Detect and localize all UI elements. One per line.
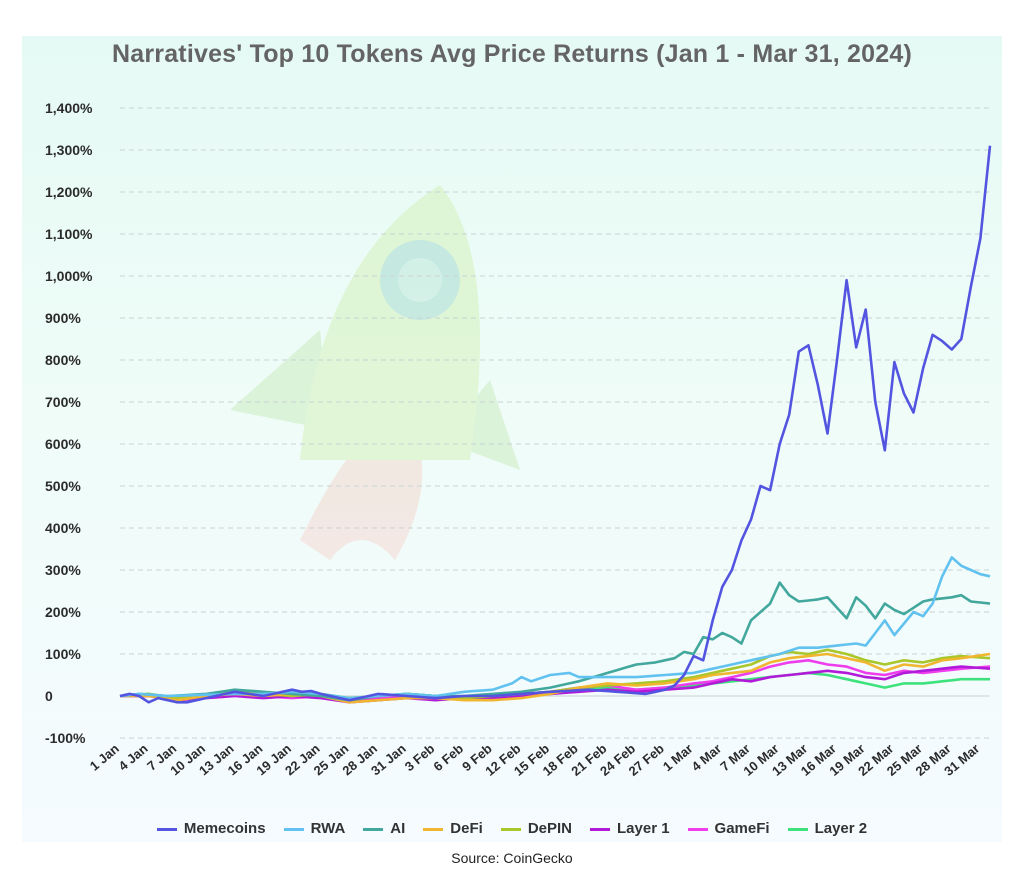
- y-tick-label: 700%: [45, 394, 81, 410]
- legend-swatch: [787, 827, 808, 831]
- y-tick-label: 1,200%: [45, 184, 93, 200]
- legend-label: DeFi: [450, 820, 483, 837]
- x-tick-label: 6 Feb: [430, 741, 466, 774]
- y-tick-label: 600%: [45, 436, 81, 452]
- source-note: Source: CoinGecko: [451, 850, 573, 866]
- series-line-ai: [119, 581, 991, 702]
- legend-item: Memecoins: [156, 820, 266, 837]
- legend-swatch: [363, 827, 384, 831]
- y-tick-label: 1,000%: [45, 268, 93, 284]
- legend-swatch: [423, 827, 444, 831]
- legend-item: RWA: [283, 820, 346, 837]
- legend-label: AI: [390, 820, 406, 837]
- legend-swatch: [500, 827, 521, 831]
- legend-label: Layer 1: [617, 820, 670, 837]
- legend-swatch: [590, 827, 610, 831]
- y-tick-label: 300%: [45, 562, 81, 578]
- legend-swatch: [156, 827, 177, 831]
- y-tick-label: 1,100%: [45, 226, 93, 242]
- legend-label: RWA: [310, 820, 346, 837]
- y-axis-tick-labels: -100% 0 100% 200% 300% 400% 500% 600% 700% 800% 90…: [45, 100, 93, 746]
- y-tick-label: 500%: [45, 478, 81, 494]
- y-tick-label: 800%: [45, 352, 81, 368]
- legend-item: GameFi: [687, 820, 770, 837]
- legend-item: DeFi: [423, 820, 483, 837]
- y-tick-label: 1,400%: [45, 100, 93, 116]
- y-tick-label: 900%: [45, 310, 81, 326]
- x-tick-label: 4 Mar: [689, 741, 725, 774]
- legend-swatch: [283, 827, 304, 831]
- y-tick-label: 0: [45, 688, 53, 704]
- legend-swatch: [687, 827, 708, 831]
- legend-label: DePIN: [527, 820, 572, 837]
- y-tick-label: -100%: [45, 730, 86, 746]
- rocket-watermark: [230, 185, 520, 560]
- x-tick-label: 3 Feb: [402, 741, 438, 774]
- legend-label: Memecoins: [183, 820, 266, 837]
- y-tick-label: 200%: [45, 604, 81, 620]
- legend-item: DePIN: [500, 820, 572, 837]
- grid-lines: [120, 107, 990, 739]
- legend-item: AI: [363, 820, 405, 837]
- legend-label: GameFi: [714, 820, 770, 837]
- legend-item: Layer 1: [590, 820, 670, 837]
- x-tick-label: 1 Jan: [87, 741, 122, 774]
- legend: Memecoins RWA AI DeFi DePIN Layer 1 GameFi Laye…: [0, 820, 1024, 837]
- y-tick-label: 100%: [45, 646, 81, 662]
- x-tick-label: 1 Mar: [660, 741, 696, 774]
- x-tick-label: 4 Jan: [115, 741, 150, 774]
- series-line-memecoins: [119, 145, 992, 704]
- series-line-rwa: [119, 556, 991, 700]
- chart-card: Narratives' Top 10 Tokens Avg Price Retu…: [22, 36, 1002, 842]
- chart-title: Narratives' Top 10 Tokens Avg Price Retu…: [111, 40, 912, 68]
- legend-item: Layer 2: [787, 820, 868, 837]
- legend-label: Layer 2: [814, 820, 868, 837]
- y-tick-label: 1,300%: [45, 142, 93, 158]
- series-lines: [119, 145, 992, 704]
- y-tick-label: 400%: [45, 520, 81, 536]
